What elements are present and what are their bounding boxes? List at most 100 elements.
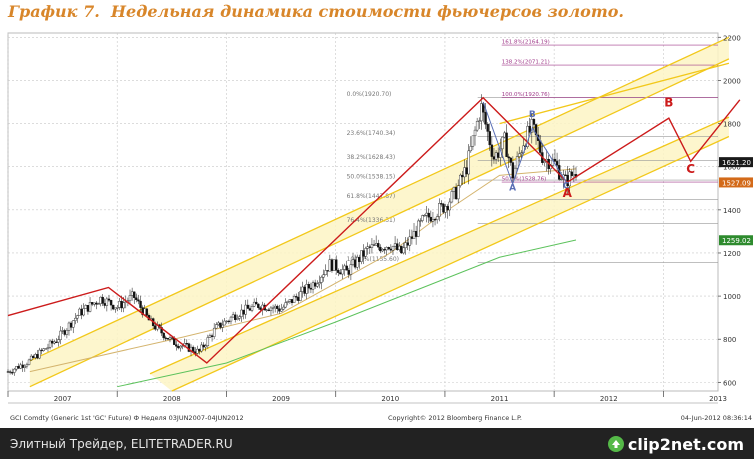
candle-body <box>366 246 369 249</box>
candle-body <box>448 201 451 211</box>
candle-body <box>534 124 538 136</box>
candle-body <box>82 308 85 316</box>
fib-ext-label: 138.2%(2071.21) <box>502 60 550 66</box>
y-tick-label: 2200 <box>723 34 741 42</box>
moving-average-line <box>117 239 577 388</box>
candle-body <box>227 320 231 323</box>
candle-body <box>162 332 165 339</box>
candle-body <box>55 341 58 343</box>
y-tick-label: 1200 <box>723 250 741 258</box>
candle-body <box>406 242 409 246</box>
candle-body <box>177 346 180 349</box>
candle-body <box>478 120 481 122</box>
clip2net-logo[interactable]: clip2net.com <box>607 433 744 455</box>
candle-body <box>120 301 123 309</box>
candle-body <box>450 191 454 203</box>
candle-body <box>215 324 218 329</box>
candle-body <box>385 247 388 251</box>
candle-body <box>471 135 475 147</box>
candle-body <box>553 158 557 162</box>
candle-body <box>257 303 260 308</box>
candle-body <box>67 322 71 331</box>
candle-body <box>200 344 203 352</box>
candle-body <box>267 309 271 311</box>
candle-body <box>286 301 289 303</box>
chart-title-prefix: График 7. <box>8 2 100 21</box>
candle-body <box>368 246 372 248</box>
candle-body <box>358 256 361 262</box>
candle-body <box>27 359 31 365</box>
candle-body <box>370 244 374 248</box>
candle-body <box>505 132 508 157</box>
candle-body <box>444 206 447 213</box>
candle-body <box>543 161 546 163</box>
candle-body <box>417 220 420 237</box>
candle-body <box>322 274 325 278</box>
candle-body <box>13 368 16 373</box>
candle-body <box>210 335 214 337</box>
candle-body <box>168 337 172 340</box>
x-tick-label: 2011 <box>491 395 509 403</box>
candle-body <box>572 174 576 177</box>
candle-body <box>431 219 435 222</box>
wave-path-line <box>7 96 741 364</box>
candle-body <box>570 171 573 177</box>
candle-body <box>225 320 228 323</box>
candle-body <box>555 161 559 166</box>
candle-body <box>128 295 132 301</box>
candle-body <box>328 259 332 272</box>
y-tick-label: 2000 <box>723 77 741 85</box>
wave-label: B <box>664 95 673 109</box>
candle-body <box>484 112 487 125</box>
wave-label: A <box>563 186 573 200</box>
chart-title: График 7. Недельная динамика стоимости ф… <box>8 2 624 21</box>
fib-label: 38.2%(1628.43) <box>347 154 396 161</box>
y-tick-label: 800 <box>723 336 736 344</box>
candle-body <box>501 136 504 150</box>
candle-body <box>292 296 296 303</box>
candle-body <box>86 305 90 312</box>
candle-body <box>362 250 365 257</box>
candle-body <box>101 296 104 304</box>
candle-body <box>446 206 449 211</box>
candle-body <box>339 272 342 275</box>
candle-body <box>40 349 43 352</box>
candle-body <box>326 270 329 272</box>
candle-body <box>80 308 83 316</box>
fib-label: 61.8%(1447.87) <box>347 193 396 200</box>
candle-body <box>564 174 567 176</box>
candle-body <box>486 124 489 132</box>
candle-body <box>459 174 462 186</box>
candle-body <box>135 297 138 301</box>
channel-line <box>29 36 730 362</box>
candle-body <box>59 330 62 340</box>
candle-body <box>61 330 64 332</box>
candle-body <box>259 307 262 310</box>
candle-body <box>351 259 355 265</box>
candle-body <box>8 371 12 373</box>
candle-body <box>400 245 403 254</box>
candle-body <box>511 162 515 179</box>
clip2net-logo-text: clip2net.com <box>627 434 744 454</box>
source-left: GCI Comdty (Generic 1st 'GC' Future) Ф Н… <box>10 414 244 422</box>
candle-body <box>137 299 140 302</box>
candle-body <box>343 265 346 270</box>
candle-body <box>410 236 414 239</box>
candle-body <box>11 372 14 374</box>
candle-body <box>469 146 473 152</box>
fib-label: 76.4%(1336.31) <box>347 217 396 224</box>
candle-body <box>452 187 456 192</box>
candle-body <box>223 320 226 326</box>
candle-body <box>324 270 327 275</box>
candle-body <box>206 337 210 347</box>
price-tag-box <box>719 157 753 168</box>
candle-body <box>145 308 149 316</box>
candle-body <box>229 316 233 322</box>
y-tick-label: 1000 <box>723 293 741 301</box>
candle-body <box>494 152 498 160</box>
fib-ext-label: 100.0%(1920.76) <box>502 92 550 98</box>
candle-body <box>276 305 279 309</box>
candle-body <box>372 244 376 246</box>
candle-body <box>530 119 534 133</box>
fib-ext-label: 50.0%(1528.76) <box>502 177 547 183</box>
